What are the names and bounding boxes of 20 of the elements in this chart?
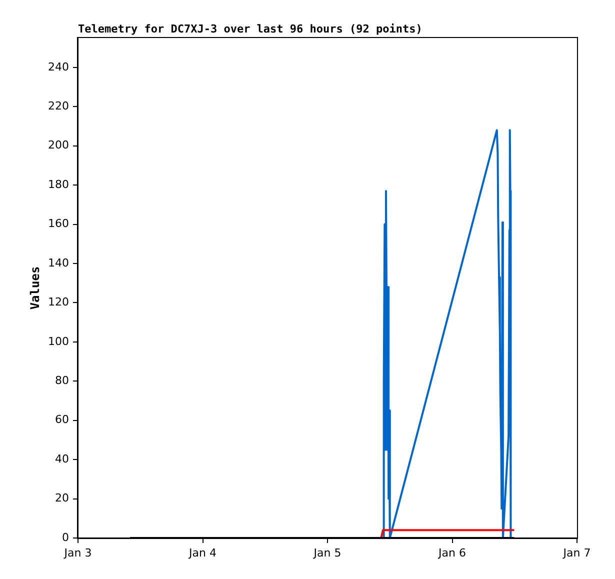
y-tick-label: 180 — [48, 178, 69, 191]
y-tick-label: 200 — [48, 138, 69, 152]
y-tick-label: 0 — [62, 530, 69, 544]
x-tick-label: Jan 3 — [63, 546, 92, 560]
chart-title: Telemetry for DC7XJ-3 over last 96 hours (92 points) — [78, 22, 422, 36]
y-tick-label: 60 — [55, 413, 69, 426]
x-tick-label: Jan 7 — [562, 546, 591, 560]
y-axis-title: Values — [28, 266, 42, 310]
y-tick-label: 20 — [55, 492, 69, 505]
y-tick-label: 140 — [48, 256, 69, 270]
x-tick-label: Jan 6 — [438, 546, 466, 560]
x-tick-label: Jan 5 — [312, 546, 342, 560]
y-tick-label: 120 — [48, 296, 69, 309]
y-tick-label: 240 — [48, 60, 69, 74]
y-tick-label: 80 — [55, 374, 69, 387]
y-tick-label: 160 — [48, 217, 69, 230]
y-tick-label: 100 — [48, 334, 69, 348]
y-tick-label: 40 — [55, 452, 69, 466]
x-tick-label: Jan 4 — [188, 546, 216, 560]
y-tick-label: 220 — [48, 99, 69, 112]
